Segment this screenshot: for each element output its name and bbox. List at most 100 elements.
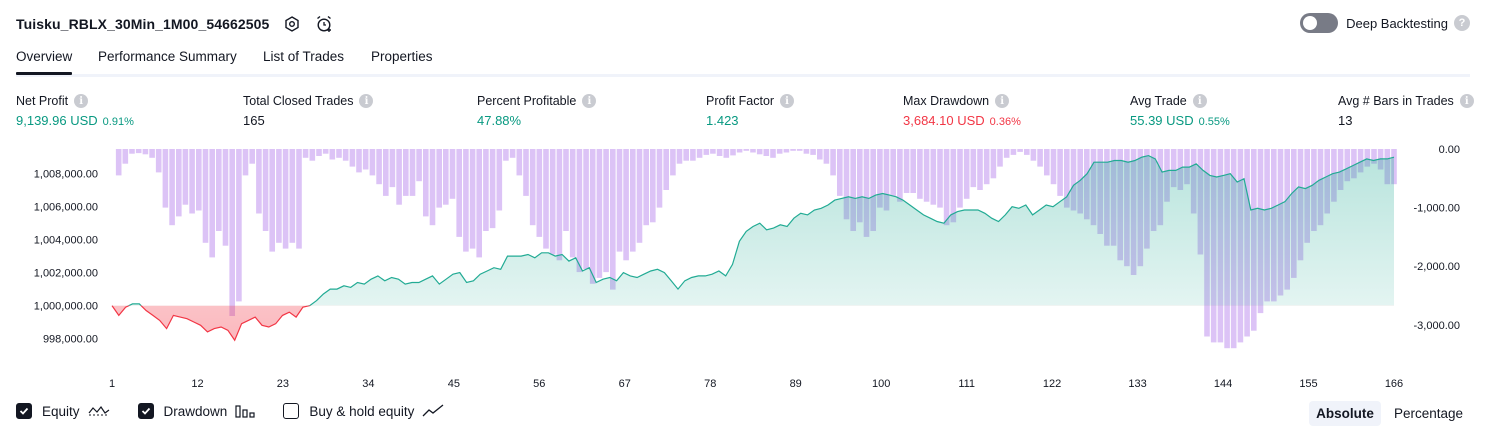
- drawdown-bar: [163, 149, 169, 208]
- x-axis-tick: 122: [1043, 378, 1061, 390]
- tab-bar: Overview Performance Summary List of Tra…: [16, 44, 1470, 77]
- drawdown-bar: [143, 149, 149, 154]
- drawdown-bar: [343, 149, 349, 161]
- scale-mode-switch: Absolute Percentage: [1303, 401, 1470, 426]
- drawdown-bar: [116, 149, 122, 175]
- stat-avg-trade: Avg Trade i 55.39 USD 0.55%: [1130, 94, 1230, 128]
- drawdown-bar: [610, 149, 616, 290]
- drawdown-bar: [617, 149, 623, 252]
- right-axis: 0.00 -1,000.00 -2,000.00 -3,000.00: [1414, 144, 1460, 332]
- drawdown-bar: [276, 149, 282, 243]
- drawdown-bar: [176, 149, 182, 216]
- drawdown-bar: [543, 149, 549, 249]
- drawdown-bar: [657, 149, 663, 208]
- drawdown-bar: [310, 149, 316, 161]
- drawdown-checkbox[interactable]: [138, 403, 154, 419]
- legend-label: Buy & hold equity: [309, 404, 414, 419]
- percentage-button[interactable]: Percentage: [1387, 401, 1470, 426]
- equity-checkbox[interactable]: [16, 403, 32, 419]
- right-axis-tick: -2,000.00: [1414, 261, 1460, 273]
- x-axis-tick: 1: [109, 378, 115, 390]
- drawdown-bar: [523, 149, 529, 196]
- drawdown-bar: [824, 149, 830, 164]
- x-axis-tick: 34: [362, 378, 374, 390]
- tab-properties[interactable]: Properties: [371, 49, 433, 64]
- info-icon[interactable]: i: [1460, 94, 1474, 108]
- drawdown-bar: [123, 149, 129, 164]
- drawdown-bar: [984, 149, 990, 184]
- absolute-button[interactable]: Absolute: [1309, 401, 1381, 426]
- equity-drawdown-chart[interactable]: 1,008,000.00 1,006,000.00 1,004,000.00 1,00…: [0, 140, 1486, 395]
- legend-buy-hold[interactable]: Buy & hold equity: [283, 403, 444, 419]
- drawdown-bar: [931, 149, 937, 205]
- drawdown-bar: [1037, 149, 1043, 167]
- tab-performance-summary[interactable]: Performance Summary: [98, 49, 237, 64]
- info-icon[interactable]: i: [995, 94, 1009, 108]
- drawdown-bar: [436, 149, 442, 208]
- deep-backtesting-toggle[interactable]: [1300, 13, 1338, 33]
- drawdown-bar: [517, 149, 523, 175]
- drawdown-bar: [717, 149, 723, 156]
- drawdown-bar: [997, 149, 1003, 167]
- stat-label: Avg # Bars in Trades: [1338, 94, 1454, 108]
- stat-value: 13: [1338, 113, 1352, 128]
- drawdown-bars-icon: [235, 404, 255, 418]
- drawdown-bar: [710, 149, 716, 154]
- drawdown-bar: [577, 149, 583, 272]
- x-axis-tick: 45: [448, 378, 460, 390]
- stat-profit-factor: Profit Factor i 1.423: [706, 94, 794, 128]
- gear-icon[interactable]: [283, 15, 301, 33]
- drawdown-bar: [991, 149, 997, 178]
- drawdown-bar: [156, 149, 162, 172]
- stat-label: Max Drawdown: [903, 94, 989, 108]
- drawdown-bar: [463, 149, 469, 252]
- drawdown-bar: [1011, 149, 1017, 155]
- drawdown-bar: [243, 149, 249, 175]
- drawdown-bar: [690, 149, 696, 161]
- drawdown-bar: [917, 149, 923, 199]
- stat-value: 1.423: [706, 113, 739, 128]
- drawdown-bar: [704, 149, 710, 155]
- alarm-clock-plus-icon[interactable]: [315, 15, 333, 33]
- drawdown-bar: [1044, 149, 1050, 175]
- stat-max-drawdown: Max Drawdown i 3,684.10 USD 0.36%: [903, 94, 1021, 128]
- buy-hold-checkbox[interactable]: [283, 403, 299, 419]
- drawdown-bar: [350, 149, 356, 167]
- drawdown-bar: [430, 149, 436, 225]
- info-icon[interactable]: i: [582, 94, 596, 108]
- drawdown-bar: [223, 149, 229, 246]
- info-icon[interactable]: i: [1193, 94, 1207, 108]
- legend-drawdown[interactable]: Drawdown: [138, 403, 256, 419]
- drawdown-bar: [590, 149, 596, 284]
- left-axis: 1,008,000.001,006,000.001,004,000.001,00…: [34, 169, 98, 346]
- drawdown-bar: [623, 149, 629, 260]
- drawdown-bar: [897, 149, 903, 202]
- x-axis-tick: 67: [619, 378, 631, 390]
- right-axis-tick: 0.00: [1439, 144, 1460, 156]
- drawdown-bar: [563, 149, 569, 231]
- chart-legend: Equity Drawdown Buy & hold equity: [16, 403, 472, 419]
- drawdown-bar: [283, 149, 289, 249]
- stat-value: 165: [243, 113, 265, 128]
- drawdown-bar: [383, 149, 389, 196]
- drawdown-bar: [316, 149, 322, 156]
- stat-value: 3,684.10 USD: [903, 113, 985, 128]
- drawdown-bar: [770, 149, 776, 158]
- info-icon[interactable]: i: [780, 94, 794, 108]
- x-axis-tick: 111: [958, 378, 975, 390]
- question-icon[interactable]: ?: [1454, 15, 1470, 31]
- info-icon[interactable]: i: [359, 94, 373, 108]
- drawdown-bar: [510, 149, 516, 158]
- report-header: Tuisku_RBLX_30Min_1M00_54662505: [16, 12, 333, 36]
- legend-equity[interactable]: Equity: [16, 403, 110, 419]
- drawdown-bar: [630, 149, 636, 252]
- drawdown-bar: [416, 149, 422, 181]
- tab-overview[interactable]: Overview: [16, 49, 72, 64]
- drawdown-bar: [263, 149, 269, 231]
- x-axis-tick: 12: [191, 378, 203, 390]
- tab-list-of-trades[interactable]: List of Trades: [263, 49, 344, 64]
- info-icon[interactable]: i: [74, 94, 88, 108]
- x-axis-tick: 155: [1299, 378, 1317, 390]
- drawdown-bar: [683, 149, 689, 161]
- drawdown-bar: [1051, 149, 1057, 184]
